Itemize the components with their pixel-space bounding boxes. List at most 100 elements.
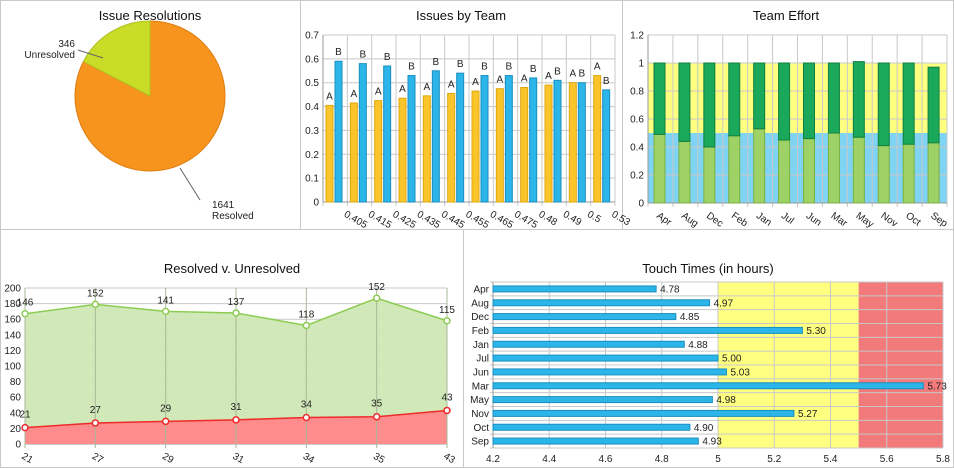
team-bar-B xyxy=(358,63,367,203)
effort-bar-lower xyxy=(753,128,766,204)
team-bar-B xyxy=(602,89,611,203)
team-bar-label: A xyxy=(448,79,455,90)
team-bar-label: B xyxy=(578,69,585,80)
touch-bar-label: 4.97 xyxy=(714,298,734,309)
touch-ytick: Jan xyxy=(473,340,489,351)
resolved-ytick: 180 xyxy=(4,299,21,310)
team-bar-B xyxy=(407,75,416,203)
team-bar-B xyxy=(529,77,538,203)
effort-bar-upper xyxy=(728,62,741,137)
team-bar-label: A xyxy=(375,87,382,98)
resolved-point-resolved xyxy=(232,416,240,424)
effort-ytick: 1 xyxy=(638,59,644,70)
touch-ytick: Nov xyxy=(471,409,489,420)
team-ytick: 0.6 xyxy=(305,54,319,65)
effort-bar-upper xyxy=(678,62,691,142)
team-chart-title: Issues by Team xyxy=(416,8,506,23)
effort-bar-upper xyxy=(703,62,716,148)
team-bar-label: A xyxy=(423,82,430,93)
team-bar-label: A xyxy=(569,69,576,80)
touch-xtick: 4.8 xyxy=(655,454,669,465)
effort-bar-upper xyxy=(803,62,815,140)
touch-ytick: Oct xyxy=(473,423,489,434)
effort-bar-lower xyxy=(653,133,666,204)
resolved-ytick: 120 xyxy=(4,346,21,357)
resolved-point-resolved xyxy=(161,417,170,426)
touch-ytick: Dec xyxy=(471,312,489,323)
touch-xtick: 4.2 xyxy=(486,454,500,465)
resolved-point-total xyxy=(232,309,240,317)
touch-bar-label: 4.88 xyxy=(688,340,708,351)
team-bar-label: B xyxy=(481,62,488,73)
resolved-label-unresolved: 152 xyxy=(368,282,385,293)
resolved-ytick: 160 xyxy=(4,315,21,326)
effort-ytick: 0.6 xyxy=(630,115,644,126)
resolved-label-unresolved: 137 xyxy=(228,297,245,308)
effort-bar-upper xyxy=(653,62,666,135)
effort-bar-lower xyxy=(728,135,741,204)
touch-ytick: Sep xyxy=(471,437,489,448)
resolved-label-resolved: 43 xyxy=(441,392,453,403)
team-bar-B xyxy=(553,79,562,203)
team-bar-A xyxy=(471,90,480,203)
resolved-ytick: 40 xyxy=(10,408,22,419)
resolved-point-total xyxy=(91,300,100,309)
touch-ytick: Aug xyxy=(471,298,489,309)
resolved-label-unresolved: 118 xyxy=(298,309,314,320)
team-bar-A xyxy=(325,104,334,203)
team-bar-A xyxy=(544,84,553,203)
resolved-label-unresolved: 141 xyxy=(157,295,174,306)
resolved-ytick: 80 xyxy=(10,377,22,388)
resolved-point-resolved xyxy=(372,412,381,421)
team-bar-label: A xyxy=(326,91,333,102)
touch-bar-label: 4.85 xyxy=(680,312,700,323)
team-bar-A xyxy=(495,88,504,203)
team-bar-B xyxy=(456,72,465,203)
team-ytick: 0.2 xyxy=(305,150,319,161)
resolved-label-resolved: 29 xyxy=(160,403,172,414)
pie-leader-resolved xyxy=(179,167,201,201)
touch-bar-label: 5.27 xyxy=(798,409,818,420)
team-bar-label: A xyxy=(399,84,406,95)
resolved-point-total xyxy=(302,321,311,330)
effort-bar-lower xyxy=(902,143,915,204)
resolved-point-total xyxy=(443,317,451,325)
resolved-xtick: 27 xyxy=(90,451,106,466)
effort-bar-lower xyxy=(877,145,890,204)
resolved-point-total xyxy=(372,294,381,302)
touch-xtick: 5.6 xyxy=(880,454,894,465)
resolved-xtick: 21 xyxy=(20,451,36,466)
team-bar-label: B xyxy=(359,50,366,61)
touch-bar-label: 5.30 xyxy=(806,326,826,337)
touch-chart-title: Touch Times (in hours) xyxy=(642,261,774,276)
resolved-point-total xyxy=(161,307,170,316)
touch-xtick: 4.4 xyxy=(542,454,556,465)
team-bar-A xyxy=(593,75,602,203)
team-ytick: 0.1 xyxy=(305,174,319,185)
resolved-label-unresolved: 115 xyxy=(439,305,455,316)
pie-label-unresolved-name: Unresolved xyxy=(24,50,75,61)
effort-bar-upper xyxy=(877,62,890,147)
team-bar-B xyxy=(334,60,343,203)
resolved-ytick: 100 xyxy=(4,362,21,373)
resolved-label-unresolved: 146 xyxy=(17,298,34,309)
touch-ytick: May xyxy=(470,395,489,406)
touch-xtick: 4.6 xyxy=(599,454,613,465)
team-bar-A xyxy=(398,97,407,203)
touch-bar xyxy=(492,396,713,404)
touch-bar xyxy=(492,437,699,445)
team-bar-A xyxy=(447,92,456,203)
resolved-xtick: 35 xyxy=(371,451,387,466)
touch-bar-label: 4.78 xyxy=(660,284,680,295)
resolved-chart-title: Resolved v. Unresolved xyxy=(164,261,300,276)
team-bar-label: B xyxy=(603,76,610,87)
pie-leader-unresolved xyxy=(77,49,104,59)
effort-ytick: 1.2 xyxy=(630,31,644,42)
team-ytick: 0 xyxy=(313,198,319,209)
effort-bar-upper xyxy=(927,66,940,144)
resolved-label-resolved: 27 xyxy=(90,405,102,416)
touch-bar xyxy=(492,326,803,334)
effort-bar-lower xyxy=(852,136,865,204)
touch-ytick: Feb xyxy=(472,326,490,337)
